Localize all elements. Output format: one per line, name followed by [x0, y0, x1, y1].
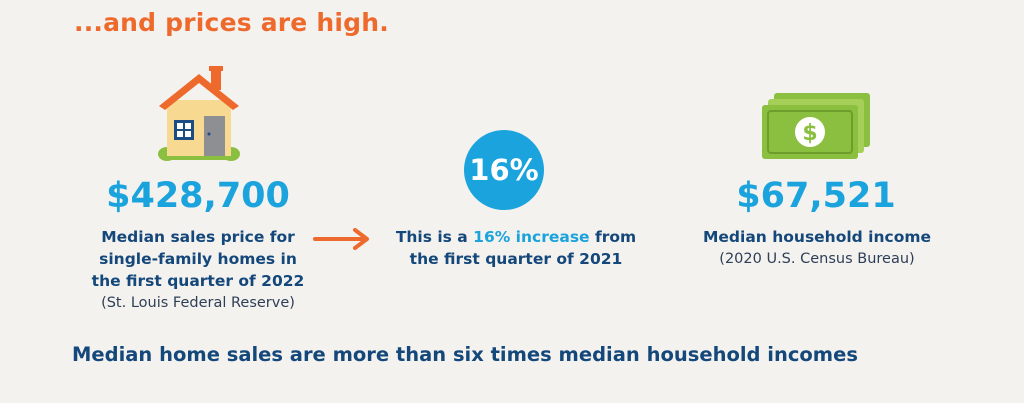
desc-line: the first quarter of 2021 — [409, 250, 623, 268]
desc-line: single-family homes in — [99, 250, 297, 268]
money-icon: $ — [762, 93, 870, 159]
median-household-income-value: $67,521 — [736, 176, 896, 216]
median-sales-price-value: $428,700 — [106, 176, 290, 216]
desc-text: from — [589, 228, 637, 246]
house-icon — [158, 66, 240, 161]
desc-text: This is a — [395, 228, 474, 246]
source-citation: (2020 U.S. Census Bureau) — [719, 251, 915, 267]
desc-line: the first quarter of 2022 — [91, 272, 305, 290]
median-sales-price-description: Median sales price for single-family hom… — [70, 226, 326, 314]
svg-text:$: $ — [802, 121, 817, 146]
desc-line: This is a 16% increase from — [383, 226, 649, 248]
page-heading: ...and prices are high. — [74, 8, 389, 37]
right-arrow-icon — [313, 228, 369, 250]
desc-line: Median sales price for — [101, 228, 295, 246]
desc-line: Median household income — [702, 228, 932, 246]
median-household-income-description: Median household income (2020 U.S. Censu… — [686, 226, 948, 270]
percent-badge: 16% — [464, 130, 544, 210]
source-citation: (St. Louis Federal Reserve) — [101, 295, 295, 311]
increase-description: This is a 16% increase from the first qu… — [383, 226, 649, 270]
increase-highlight: 16% increase — [473, 228, 590, 246]
footer-summary: Median home sales are more than six time… — [72, 343, 858, 366]
